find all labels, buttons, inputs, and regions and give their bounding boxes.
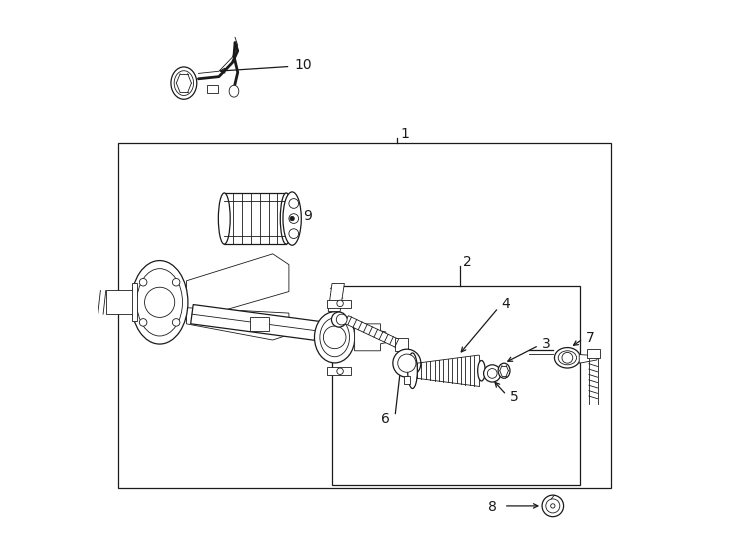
Circle shape xyxy=(145,287,175,318)
Bar xyxy=(332,286,580,485)
Text: 1: 1 xyxy=(400,127,410,141)
Ellipse shape xyxy=(280,193,292,244)
Ellipse shape xyxy=(336,314,347,325)
Bar xyxy=(250,317,269,331)
Text: 6: 6 xyxy=(381,411,390,426)
Bar xyxy=(395,338,409,351)
Ellipse shape xyxy=(314,312,355,363)
Polygon shape xyxy=(191,305,338,343)
Ellipse shape xyxy=(283,192,301,245)
Circle shape xyxy=(289,199,299,208)
Bar xyxy=(225,193,286,244)
Circle shape xyxy=(337,300,344,307)
Ellipse shape xyxy=(131,261,188,344)
Text: 10: 10 xyxy=(294,58,312,72)
Ellipse shape xyxy=(320,318,349,357)
Bar xyxy=(106,291,135,314)
Circle shape xyxy=(337,368,344,375)
Ellipse shape xyxy=(229,85,239,97)
Polygon shape xyxy=(579,355,597,363)
Polygon shape xyxy=(345,316,401,348)
Circle shape xyxy=(289,214,299,224)
Ellipse shape xyxy=(332,312,346,327)
Ellipse shape xyxy=(218,193,230,244)
Bar xyxy=(118,144,611,488)
Ellipse shape xyxy=(554,348,581,368)
Circle shape xyxy=(289,229,299,239)
Circle shape xyxy=(139,319,147,326)
Bar xyxy=(586,349,600,359)
Circle shape xyxy=(542,495,564,517)
Text: 4: 4 xyxy=(501,298,510,312)
Polygon shape xyxy=(186,308,289,340)
Polygon shape xyxy=(355,324,386,351)
Text: 9: 9 xyxy=(303,208,313,222)
Ellipse shape xyxy=(171,67,197,99)
Ellipse shape xyxy=(407,353,418,388)
Circle shape xyxy=(484,365,501,382)
Circle shape xyxy=(393,349,421,377)
Ellipse shape xyxy=(174,71,194,96)
Ellipse shape xyxy=(478,361,485,381)
Circle shape xyxy=(487,369,497,378)
Polygon shape xyxy=(327,367,351,375)
Text: 7: 7 xyxy=(586,331,595,345)
Bar xyxy=(131,284,137,321)
Bar xyxy=(207,85,218,93)
Ellipse shape xyxy=(558,351,576,365)
Polygon shape xyxy=(327,300,351,308)
Polygon shape xyxy=(328,284,344,312)
Ellipse shape xyxy=(137,269,183,336)
Circle shape xyxy=(398,354,416,372)
Circle shape xyxy=(550,504,555,508)
Circle shape xyxy=(562,353,573,363)
Text: 2: 2 xyxy=(463,255,472,269)
Circle shape xyxy=(172,319,180,326)
Circle shape xyxy=(172,279,180,286)
Polygon shape xyxy=(186,254,289,321)
Circle shape xyxy=(546,499,560,513)
Circle shape xyxy=(324,326,346,349)
Circle shape xyxy=(290,217,294,221)
Ellipse shape xyxy=(498,363,510,378)
Circle shape xyxy=(139,279,147,286)
Text: 5: 5 xyxy=(509,389,518,403)
Text: 3: 3 xyxy=(542,338,550,352)
Bar xyxy=(404,376,410,383)
Text: 8: 8 xyxy=(488,500,498,514)
